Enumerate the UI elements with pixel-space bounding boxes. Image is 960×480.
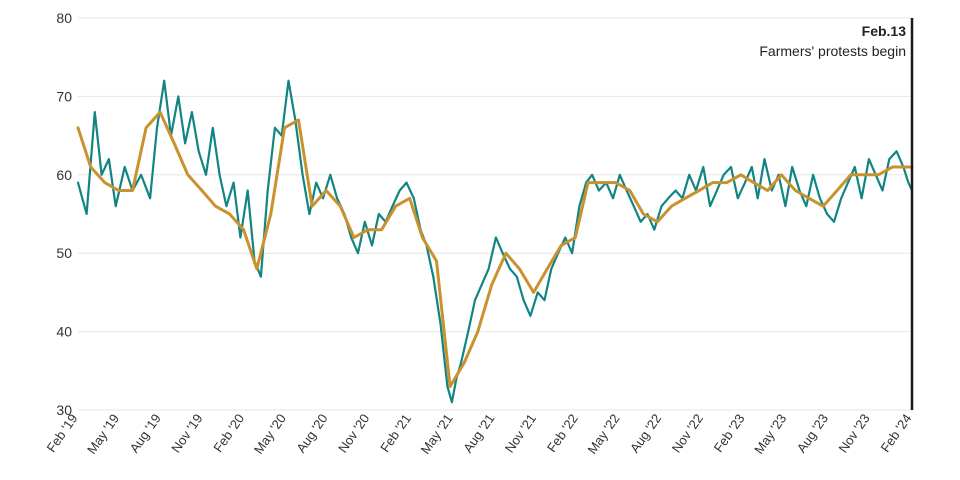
y-axis-ticks: 30 40 50 60 70 80 [56, 10, 72, 418]
x-tick-label: Nov '20 [335, 411, 372, 455]
x-tick-label: Feb '24 [878, 411, 915, 455]
x-tick-label: Aug '22 [627, 411, 664, 455]
x-tick-label: Nov '22 [669, 411, 706, 455]
x-tick-label: Feb '23 [711, 411, 748, 455]
annotation: Feb.13 Farmers' protests begin [759, 18, 914, 410]
annotation-text: Farmers' protests begin [759, 43, 906, 59]
daily-series-line [76, 79, 914, 404]
x-tick-label: Aug '21 [460, 411, 497, 455]
y-tick-label: 50 [56, 245, 72, 261]
x-tick-label: Feb '20 [210, 411, 247, 455]
x-tick-label: Aug '19 [127, 411, 164, 455]
x-tick-label: Feb '22 [544, 411, 581, 455]
x-tick-label: Nov '19 [168, 411, 205, 455]
x-tick-label: Aug '20 [293, 411, 330, 455]
x-tick-label: Nov '21 [502, 411, 539, 455]
x-axis-ticks: Feb '19 May '19 Aug '19 Nov '19 Feb '20 May '… [44, 411, 915, 457]
y-tick-label: 80 [56, 10, 72, 26]
x-tick-label: May '22 [584, 411, 622, 457]
x-tick-label: May '21 [418, 411, 456, 457]
x-tick-label: Feb '21 [377, 411, 414, 455]
x-tick-label: May '20 [251, 411, 289, 457]
annotation-title: Feb.13 [862, 23, 907, 39]
y-tick-label: 40 [56, 324, 72, 340]
series [76, 79, 914, 404]
x-tick-label: May '19 [84, 411, 122, 457]
x-tick-label: Nov '23 [835, 411, 872, 455]
y-tick-label: 70 [56, 88, 72, 104]
x-tick-label: May '23 [751, 411, 789, 457]
average-series-line [76, 110, 914, 388]
y-tick-label: 60 [56, 167, 72, 183]
x-tick-label: Aug '23 [794, 411, 831, 455]
gridlines [78, 17, 912, 411]
y-tick-label: 30 [56, 402, 72, 418]
